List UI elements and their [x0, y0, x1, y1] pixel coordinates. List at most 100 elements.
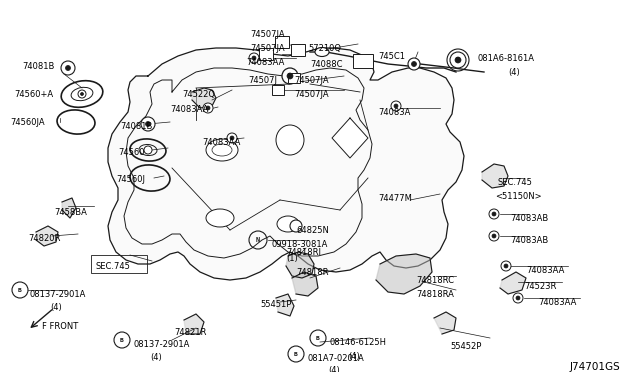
- Text: 74083AA: 74083AA: [526, 266, 564, 275]
- Text: <51150N>: <51150N>: [495, 192, 541, 201]
- Text: 55452P: 55452P: [450, 342, 481, 351]
- Text: B: B: [316, 336, 320, 340]
- Ellipse shape: [315, 48, 329, 57]
- Text: 74507JA: 74507JA: [250, 30, 285, 39]
- Circle shape: [501, 261, 511, 271]
- Ellipse shape: [206, 209, 234, 227]
- Circle shape: [78, 90, 86, 98]
- Circle shape: [206, 106, 210, 110]
- Circle shape: [513, 293, 523, 303]
- FancyBboxPatch shape: [288, 73, 300, 83]
- FancyBboxPatch shape: [275, 36, 289, 48]
- Text: 74081B: 74081B: [120, 122, 152, 131]
- Circle shape: [282, 68, 298, 84]
- Text: 081A6-8161A: 081A6-8161A: [478, 54, 535, 63]
- Text: 74083AA: 74083AA: [538, 298, 577, 307]
- Circle shape: [290, 220, 302, 232]
- Circle shape: [144, 146, 152, 154]
- FancyBboxPatch shape: [291, 44, 305, 56]
- Polygon shape: [62, 198, 76, 218]
- Text: 74560+A: 74560+A: [14, 90, 53, 99]
- Text: F FRONT: F FRONT: [42, 322, 78, 331]
- Text: 74818RI: 74818RI: [286, 248, 321, 257]
- Text: 74507JA: 74507JA: [294, 90, 328, 99]
- Polygon shape: [276, 294, 294, 316]
- Circle shape: [81, 93, 83, 96]
- Polygon shape: [292, 272, 318, 296]
- Polygon shape: [36, 226, 58, 246]
- Circle shape: [492, 234, 496, 238]
- Text: 74083AB: 74083AB: [510, 214, 548, 223]
- FancyBboxPatch shape: [353, 54, 373, 68]
- Text: 74083AA: 74083AA: [246, 58, 284, 67]
- Text: 08137-2901A: 08137-2901A: [30, 290, 86, 299]
- Text: (4): (4): [50, 303, 61, 312]
- Text: (1): (1): [286, 254, 298, 263]
- Text: 74818RC: 74818RC: [416, 276, 454, 285]
- Text: 74477M: 74477M: [378, 194, 412, 203]
- Text: 64825N: 64825N: [296, 226, 329, 235]
- Circle shape: [504, 264, 508, 268]
- Text: 74821R: 74821R: [174, 328, 206, 337]
- Circle shape: [249, 53, 259, 63]
- Text: SEC.745: SEC.745: [96, 262, 131, 271]
- Circle shape: [287, 73, 293, 79]
- Text: 745C1: 745C1: [378, 52, 405, 61]
- Text: 7458BA: 7458BA: [54, 208, 87, 217]
- Circle shape: [61, 61, 75, 75]
- Text: 74081B: 74081B: [22, 62, 54, 71]
- Ellipse shape: [206, 139, 238, 161]
- Circle shape: [450, 52, 466, 68]
- Text: 74083AB: 74083AB: [510, 236, 548, 245]
- Circle shape: [412, 61, 417, 67]
- Ellipse shape: [276, 125, 304, 155]
- Polygon shape: [184, 314, 204, 334]
- Circle shape: [391, 101, 401, 111]
- Text: 74818R: 74818R: [296, 268, 328, 277]
- Circle shape: [394, 104, 398, 108]
- Circle shape: [516, 296, 520, 300]
- Text: SEC.745: SEC.745: [498, 178, 533, 187]
- Text: 74507J: 74507J: [248, 76, 277, 85]
- Text: 55451P: 55451P: [260, 300, 291, 309]
- Text: 74560: 74560: [118, 148, 145, 157]
- Text: 74507JA: 74507JA: [294, 76, 328, 85]
- Circle shape: [227, 133, 237, 143]
- Circle shape: [455, 57, 461, 63]
- Text: (4): (4): [508, 68, 520, 77]
- Circle shape: [408, 58, 420, 70]
- Text: N: N: [256, 237, 260, 243]
- Text: 74820R: 74820R: [28, 234, 60, 243]
- Text: (4): (4): [150, 353, 162, 362]
- Text: 74522Q: 74522Q: [182, 90, 215, 99]
- Text: 74507JA: 74507JA: [250, 44, 285, 53]
- Text: 74560JA: 74560JA: [10, 118, 45, 127]
- Text: (4): (4): [348, 352, 360, 361]
- Circle shape: [65, 65, 70, 71]
- Circle shape: [203, 103, 213, 113]
- Polygon shape: [332, 118, 368, 158]
- FancyBboxPatch shape: [272, 85, 284, 95]
- FancyBboxPatch shape: [259, 48, 273, 60]
- Circle shape: [492, 212, 496, 216]
- Text: 74083A: 74083A: [378, 108, 410, 117]
- Text: 08146-6125H: 08146-6125H: [330, 338, 387, 347]
- Text: B: B: [294, 352, 298, 356]
- Polygon shape: [192, 88, 216, 108]
- Circle shape: [489, 209, 499, 219]
- Circle shape: [141, 117, 155, 131]
- Circle shape: [489, 231, 499, 241]
- Text: 08137-2901A: 08137-2901A: [134, 340, 190, 349]
- Polygon shape: [500, 272, 526, 294]
- Text: 74818RA: 74818RA: [416, 290, 454, 299]
- Ellipse shape: [277, 216, 299, 232]
- Text: J74701GS: J74701GS: [570, 362, 621, 372]
- Polygon shape: [434, 312, 456, 334]
- Text: 74088C: 74088C: [310, 60, 342, 69]
- Polygon shape: [376, 254, 432, 294]
- Text: 74523R: 74523R: [524, 282, 556, 291]
- Text: 57210Q: 57210Q: [308, 44, 341, 53]
- Text: 74083AA: 74083AA: [202, 138, 241, 147]
- Circle shape: [145, 122, 150, 126]
- Text: B: B: [120, 337, 124, 343]
